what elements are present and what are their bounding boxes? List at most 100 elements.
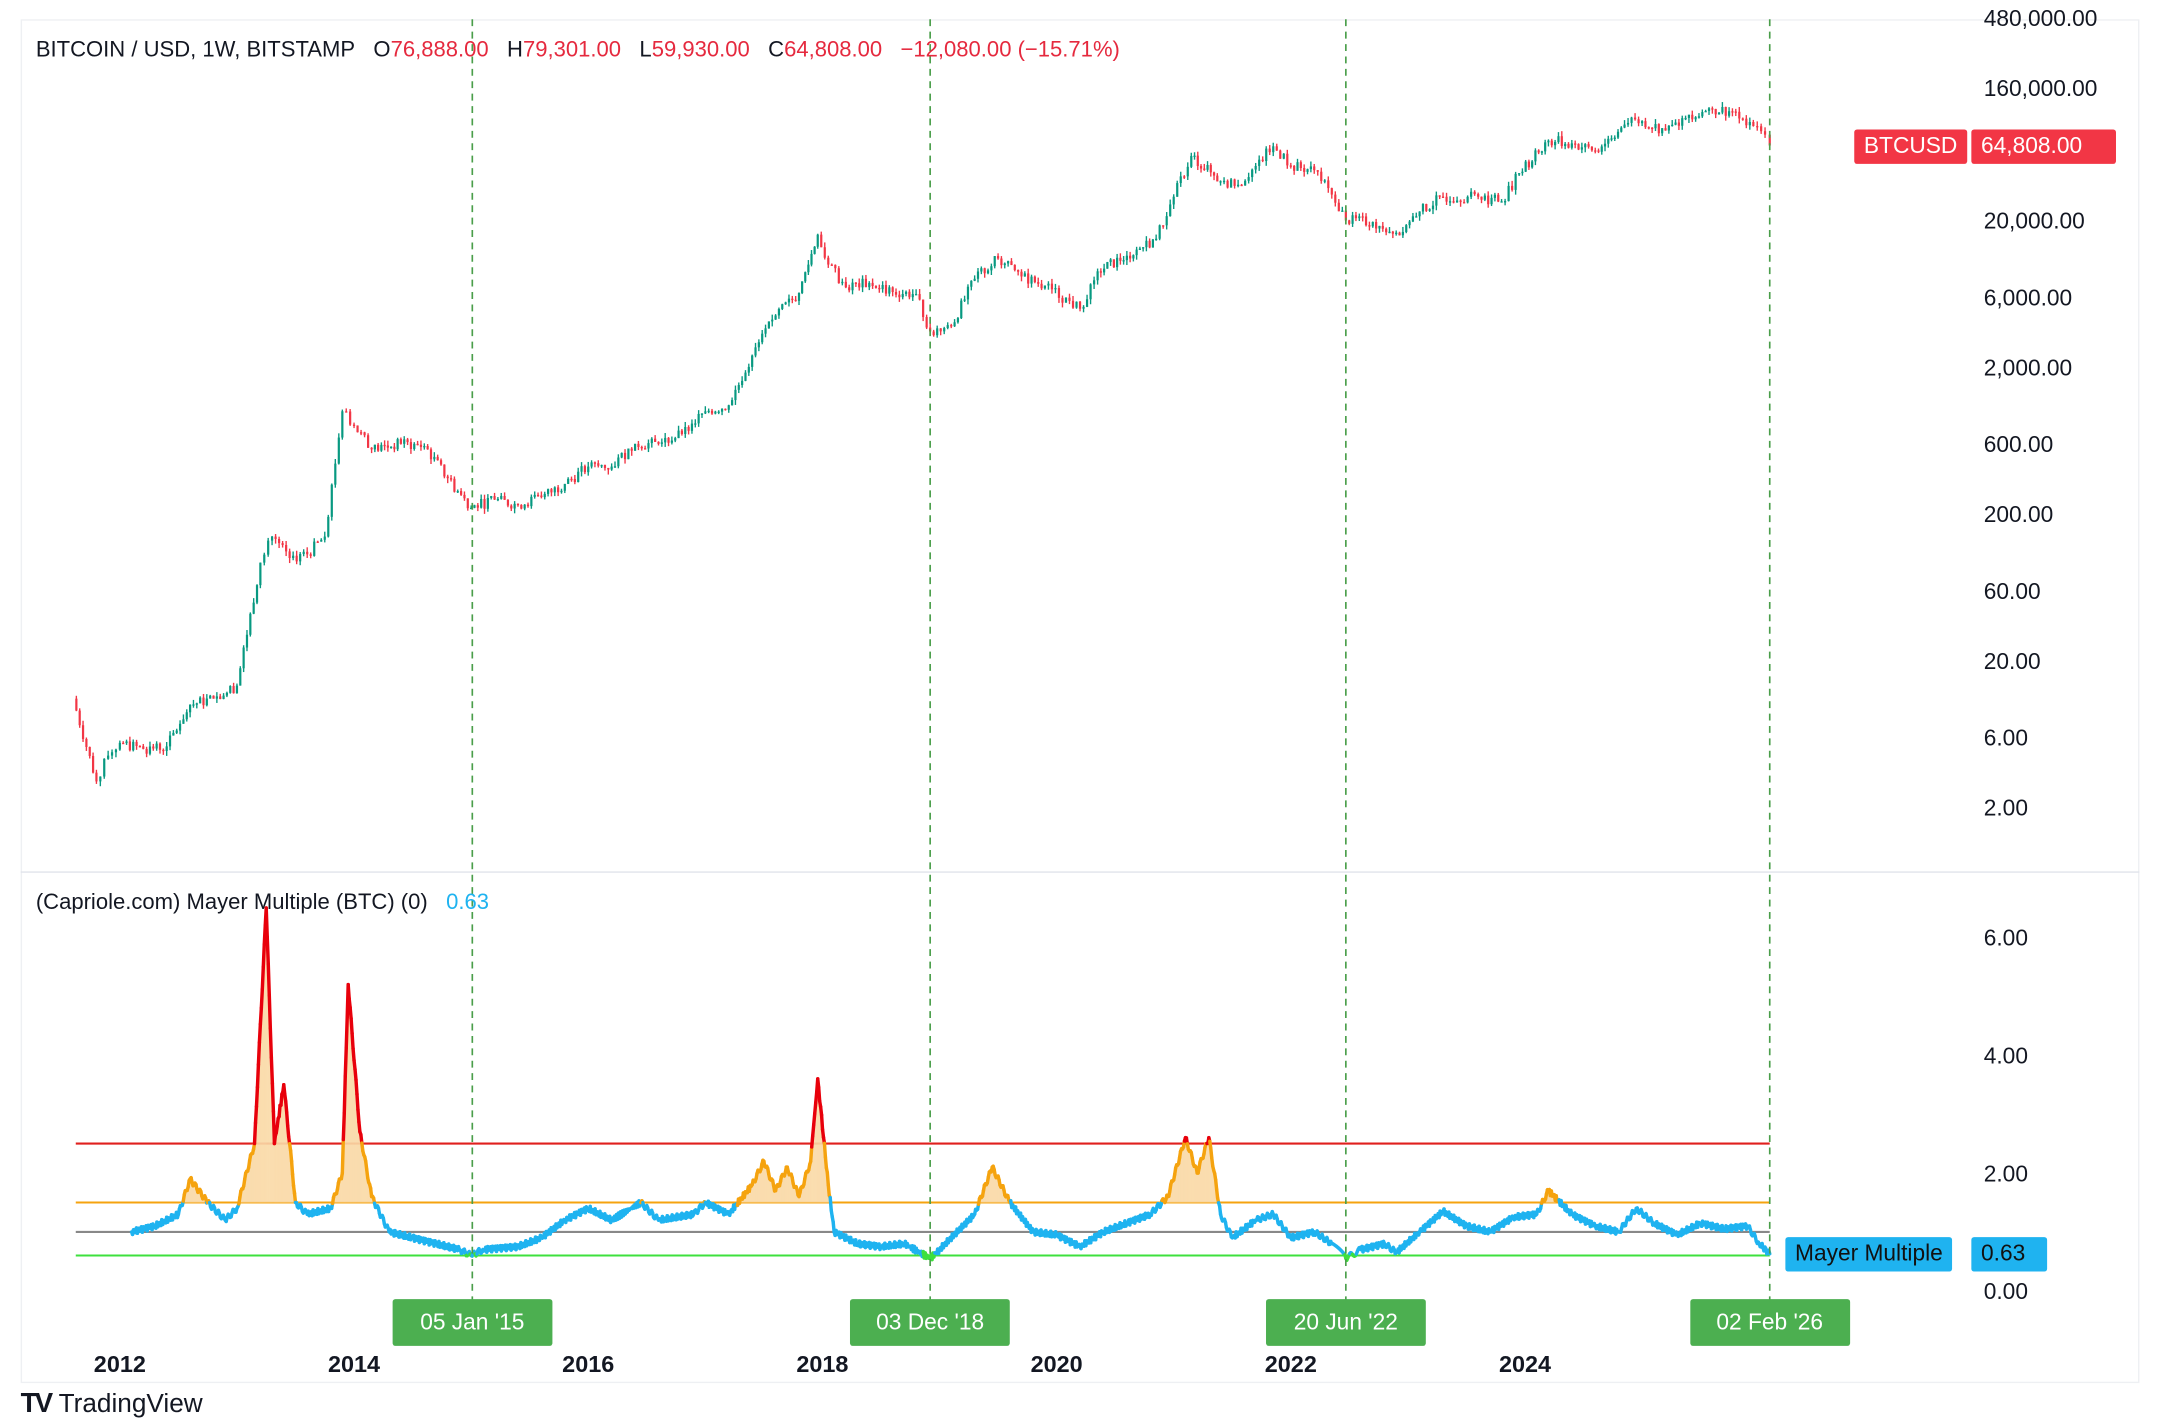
candle-body: [229, 685, 232, 693]
price-tick-label: 2,000.00: [1984, 354, 2072, 380]
candle-body: [466, 498, 469, 509]
price-legend: BITCOIN / USD, 1W, BITSTAMP O76,888.00 H…: [36, 39, 1120, 64]
candle-body: [125, 741, 128, 744]
candle-body: [1030, 276, 1033, 284]
candle-body: [1667, 125, 1670, 131]
tradingview-logo[interactable]: TV TradingView: [21, 1389, 203, 1421]
candle-body: [764, 328, 767, 334]
candle-body: [1132, 255, 1135, 259]
candle-body: [1078, 301, 1082, 309]
candle-body: [178, 723, 182, 731]
candle-body: [1459, 200, 1462, 203]
price-tick-label: 60.00: [1984, 578, 2041, 604]
candle-body: [1023, 273, 1026, 277]
candle-body: [103, 758, 106, 777]
candle-body: [1381, 225, 1384, 229]
candle-body: [898, 294, 901, 298]
candle-body: [1531, 161, 1534, 168]
candle-body: [377, 444, 380, 451]
candle-body: [1428, 209, 1431, 211]
candle-body: [352, 424, 356, 427]
mayer-line-segment: [354, 1078, 359, 1096]
candle-body: [858, 283, 861, 288]
candle-body: [1099, 271, 1102, 273]
candle-body: [787, 298, 791, 303]
mayer-line-segment: [356, 1107, 361, 1124]
candle-body: [239, 668, 242, 686]
candle-body: [1385, 228, 1388, 233]
year-tick-label: 2022: [1265, 1351, 1317, 1377]
candle-body: [330, 484, 333, 517]
candle-body: [1233, 179, 1236, 186]
candle-body: [791, 298, 794, 301]
mayer-line-segment: [267, 993, 273, 1030]
candle-body: [1061, 297, 1064, 303]
candle-body: [110, 752, 114, 756]
candle-body: [600, 465, 603, 467]
mayer-tick-label: 0.00: [1984, 1278, 2028, 1304]
mayer-line-segment: [816, 1085, 822, 1103]
mayer-line-segment: [285, 1124, 291, 1139]
candle-body: [1351, 215, 1354, 224]
year-tick-label: 2012: [94, 1351, 146, 1377]
candle-body: [1644, 121, 1647, 128]
candle-body: [209, 695, 212, 699]
candle-body: [697, 413, 700, 424]
candle-body: [754, 347, 757, 356]
candle-body: [1293, 165, 1296, 171]
price-tick-label: 480,000.00: [1984, 5, 2098, 31]
candle-body: [794, 299, 797, 302]
candle-body: [536, 494, 540, 497]
candle-body: [1027, 273, 1030, 284]
candle-body: [918, 294, 921, 300]
candle-body: [1186, 166, 1189, 177]
candle-body: [1158, 225, 1161, 239]
candle-body: [932, 331, 935, 336]
candle-body: [1415, 216, 1418, 218]
close-label: C: [768, 38, 785, 62]
candle-body: [1684, 117, 1687, 120]
candle-body: [1671, 124, 1674, 127]
candle-body: [714, 411, 717, 414]
candle-body: [1564, 143, 1567, 147]
candle-body: [1741, 118, 1744, 120]
candle-body: [627, 448, 630, 460]
mayer-line-segment: [284, 1099, 289, 1115]
candle-body: [1176, 183, 1179, 197]
candle-body: [915, 294, 918, 296]
candle-body: [1092, 280, 1096, 285]
candle-body: [232, 685, 235, 694]
candle-body: [523, 504, 526, 509]
candle-body: [881, 284, 884, 290]
candle-body: [970, 280, 973, 287]
candle-body: [1550, 140, 1553, 146]
date-marker-tag: 05 Jan '15: [392, 1299, 553, 1346]
candle-body: [1477, 194, 1480, 197]
candle-body: [737, 385, 740, 390]
candle-body: [235, 685, 239, 694]
candle-body: [215, 696, 218, 699]
candle-body: [1020, 271, 1023, 277]
candle-body: [1364, 216, 1368, 226]
candle-body: [189, 704, 192, 713]
candle-body: [1050, 283, 1054, 290]
candle-body: [654, 438, 657, 442]
candle-body: [396, 439, 399, 450]
candle-body: [1268, 148, 1271, 153]
candle-body: [1272, 146, 1275, 153]
candle-body: [1425, 204, 1428, 211]
candle-body: [128, 741, 131, 751]
candle-body: [399, 439, 402, 444]
candle-body: [1334, 194, 1337, 203]
candle-body: [1010, 261, 1013, 265]
candle-body: [1567, 143, 1570, 148]
candle-body: [680, 430, 684, 435]
candle-body: [813, 246, 816, 254]
low-label: L: [639, 38, 652, 62]
candle-body: [380, 444, 383, 451]
candle-body: [1244, 180, 1247, 186]
candle-body: [1240, 184, 1243, 187]
candle-body: [1395, 232, 1398, 235]
open-label: O: [373, 38, 391, 62]
